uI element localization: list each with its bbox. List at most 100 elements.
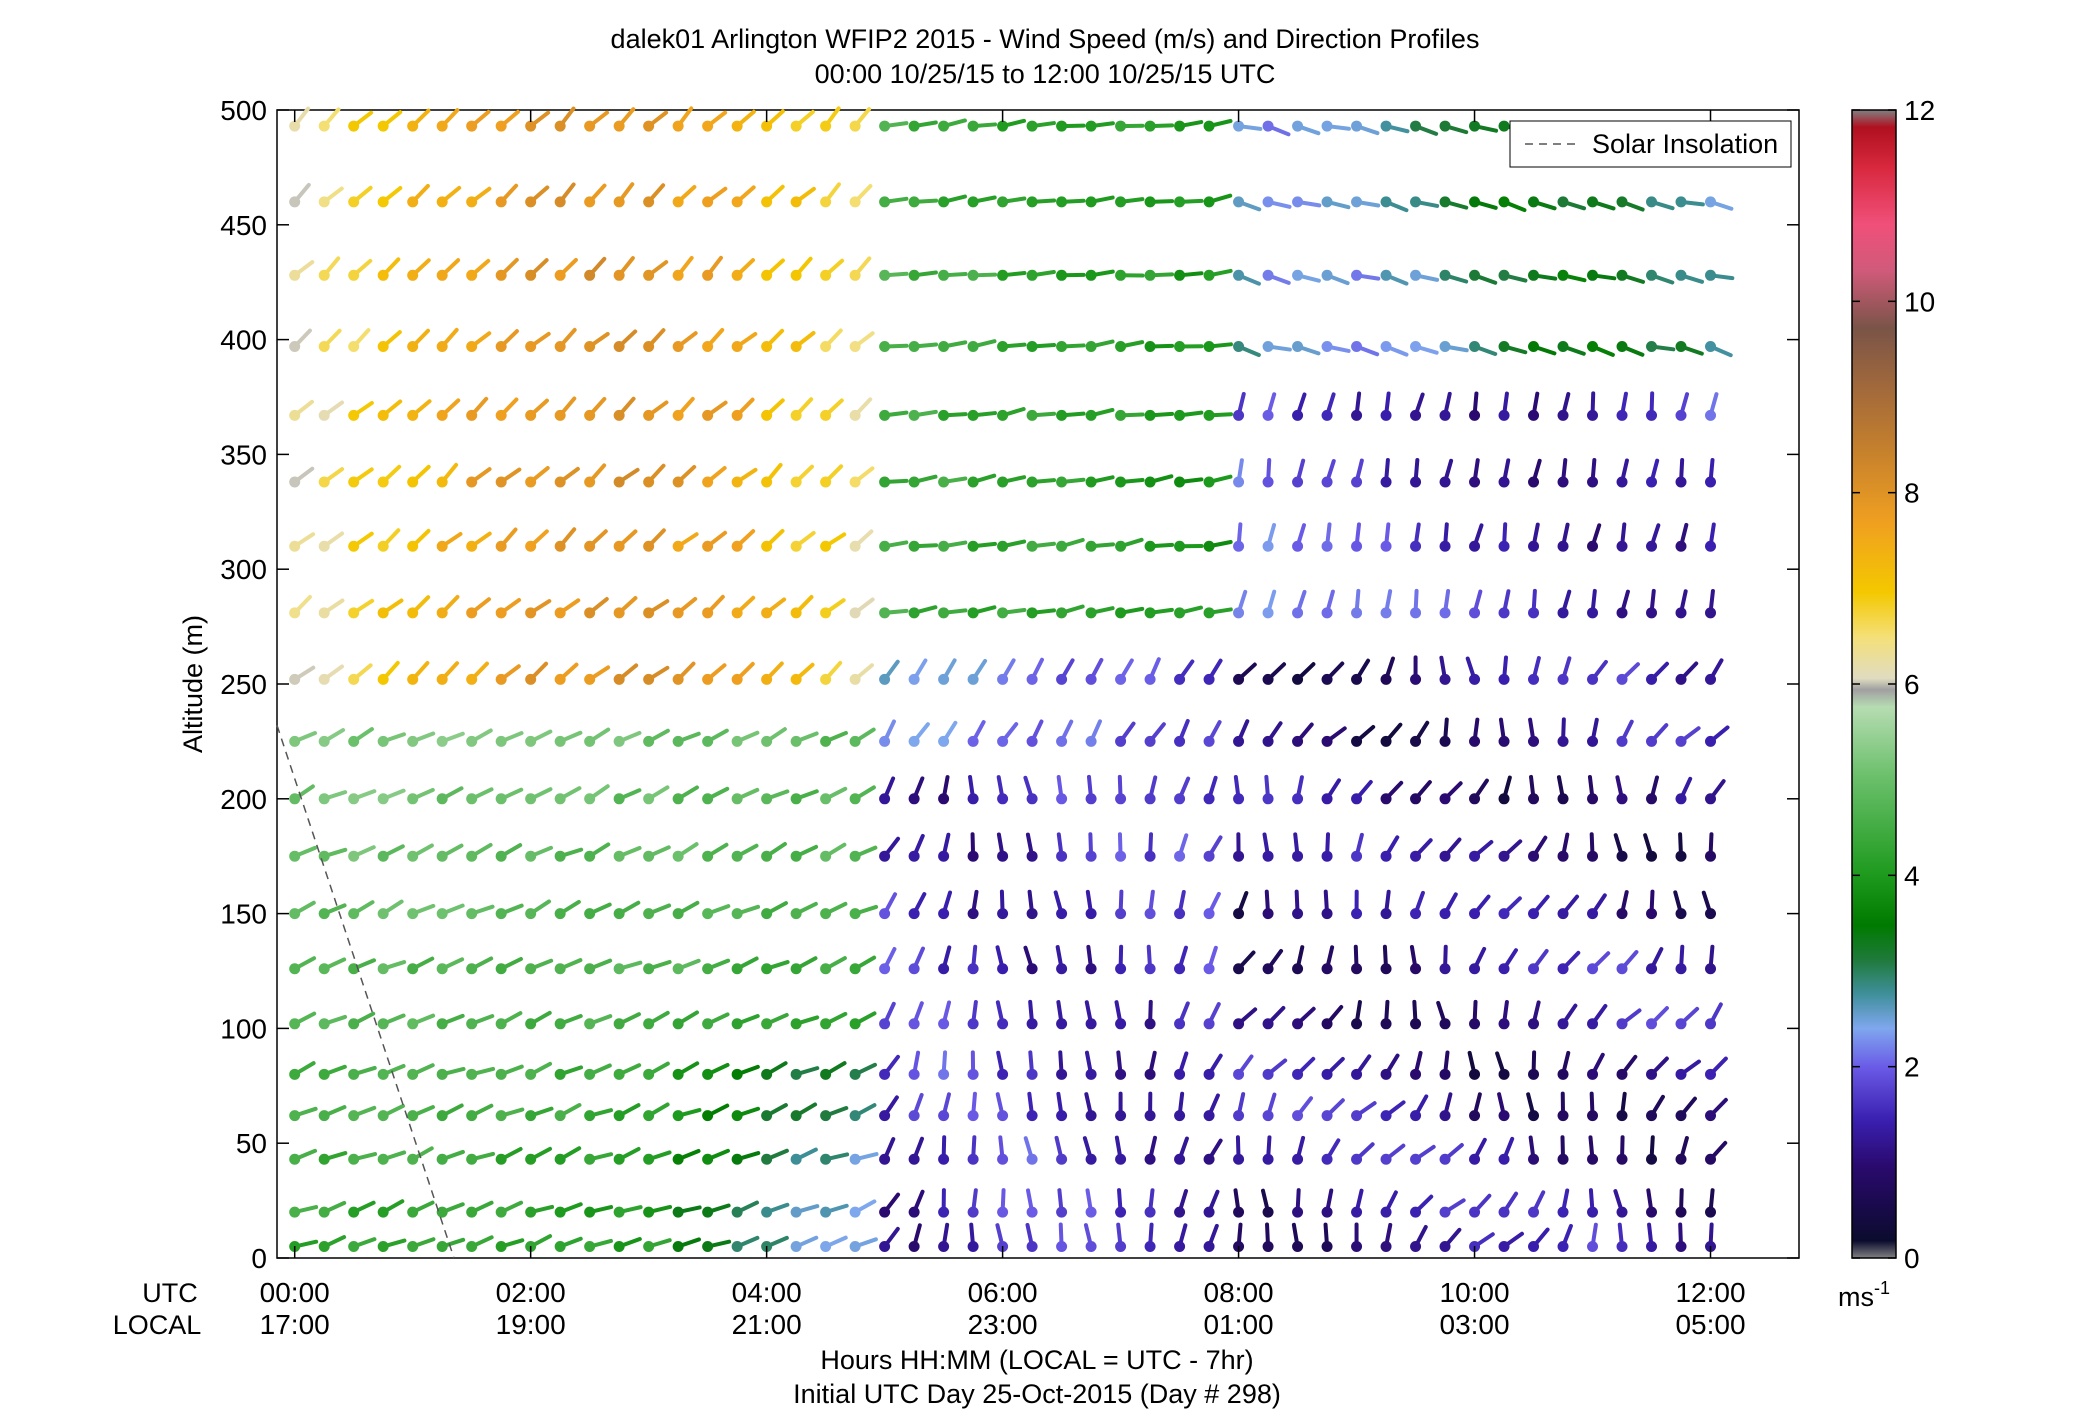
x-tick-label-utc: 12:00: [1675, 1277, 1745, 1308]
wind-barb: [1351, 1142, 1375, 1165]
wind-barb: [643, 260, 669, 281]
wind-barb: [1439, 944, 1451, 975]
wind-barb: [1557, 522, 1570, 552]
wind-barb: [1203, 658, 1223, 685]
wind-barb: [1705, 658, 1724, 685]
wind-barb: [613, 529, 638, 552]
wind-barb: [672, 958, 701, 975]
wind-barb: [289, 1239, 319, 1253]
wind-barb: [1439, 1092, 1453, 1122]
wind-barb: [908, 1136, 924, 1165]
wind-barb: [1497, 1092, 1510, 1122]
wind-barb: [407, 108, 431, 132]
wind-barb: [1410, 999, 1422, 1030]
wind-barb: [1528, 949, 1549, 975]
wind-barb: [1643, 833, 1658, 862]
wind-barb: [584, 1014, 613, 1030]
wind-barb: [318, 728, 346, 747]
wind-barb: [1203, 193, 1233, 208]
legend-label: Solar Insolation: [1592, 129, 1778, 159]
wind-barb: [466, 531, 492, 552]
wind-barb: [466, 842, 493, 862]
wind-barb: [997, 607, 1027, 619]
wind-barb: [1616, 269, 1646, 284]
wind-barb: [1528, 1000, 1541, 1030]
wind-barb: [879, 1001, 896, 1030]
wind-barb: [1351, 832, 1364, 862]
wind-barb: [1115, 340, 1145, 352]
wind-barb: [849, 1062, 877, 1080]
wind-barb: [1056, 1091, 1068, 1122]
wind-barb: [1233, 1188, 1245, 1218]
wind-barb: [466, 661, 489, 685]
wind-barb: [1380, 780, 1404, 805]
wind-barb: [1203, 1002, 1221, 1030]
wind-barb: [1351, 458, 1364, 488]
wind-barb: [1084, 1000, 1097, 1030]
wind-barb: [1056, 196, 1086, 208]
wind-barb: [1528, 1190, 1546, 1218]
wind-barb: [1705, 340, 1733, 358]
wind-barb: [1587, 717, 1599, 747]
wind-barb: [1026, 409, 1057, 421]
wind-barb: [790, 731, 819, 747]
wind-barb: [820, 956, 847, 975]
wind-barb: [997, 658, 1016, 685]
wind-barb: [849, 529, 874, 552]
wind-barb: [1439, 269, 1469, 284]
wind-barb: [1174, 1223, 1188, 1253]
wind-barb: [879, 1192, 901, 1218]
wind-barb: [1410, 392, 1425, 421]
wind-barb: [996, 1050, 1009, 1080]
wind-barb: [1616, 391, 1628, 421]
wind-barb: [1291, 1222, 1304, 1253]
wind-barb: [1026, 196, 1057, 208]
wind-barb: [318, 1200, 347, 1218]
wind-barb: [1085, 475, 1115, 488]
wind-barb: [702, 728, 729, 747]
wind-barb: [790, 186, 816, 208]
wind-barb: [908, 1001, 924, 1030]
wind-barb: [1380, 522, 1392, 552]
wind-barb: [1380, 656, 1395, 685]
wind-barb: [643, 1150, 672, 1165]
wind-barb: [702, 1239, 732, 1253]
wind-barb: [1292, 589, 1307, 619]
colorbar-unit-exponent: -1: [1874, 1278, 1890, 1298]
wind-barb: [1321, 726, 1347, 747]
wind-barb: [1469, 391, 1481, 421]
wind-barb: [466, 258, 491, 281]
wind-barb: [997, 407, 1026, 421]
wind-barb: [495, 957, 523, 975]
wind-barb: [1705, 392, 1719, 421]
wind-barb: [1705, 196, 1734, 211]
wind-barb: [495, 903, 524, 920]
wind-barb: [554, 527, 577, 552]
wind-barb: [525, 398, 549, 421]
wind-barb: [1675, 522, 1689, 552]
wind-barb: [1351, 724, 1376, 747]
wind-barb: [849, 727, 876, 747]
wind-barb: [1174, 776, 1191, 805]
wind-barb: [938, 775, 950, 805]
wind-barb: [613, 182, 635, 208]
wind-barb: [466, 1235, 494, 1253]
wind-barb: [967, 889, 979, 920]
wind-barb: [761, 661, 784, 685]
wind-barb: [820, 464, 844, 488]
wind-barb: [1203, 340, 1233, 352]
wind-barbs: [289, 106, 1735, 1253]
wind-barb: [1380, 1143, 1406, 1165]
wind-barb: [554, 1065, 584, 1080]
wind-barb: [672, 331, 698, 352]
wind-barb: [1469, 458, 1481, 488]
wind-barb: [289, 399, 315, 421]
wind-barb: [1557, 1091, 1569, 1122]
colorbar-tick-label: 12: [1904, 95, 1935, 126]
wind-barb: [1292, 1135, 1306, 1165]
wind-barb: [1675, 1006, 1700, 1030]
wind-barb: [1613, 1189, 1628, 1218]
wind-barb: [1587, 269, 1617, 281]
wind-barb: [1174, 890, 1186, 920]
wind-barb: [1203, 1093, 1220, 1122]
